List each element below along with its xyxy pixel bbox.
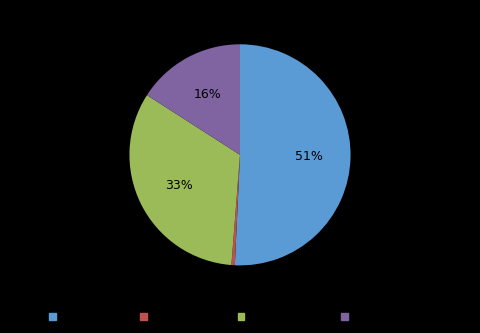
Wedge shape [130,95,240,265]
Legend: Wages & Salaries, Employee Benefits, Operating Expenses, Grants & Subsidies: Wages & Salaries, Employee Benefits, Ope… [46,309,434,325]
Text: 33%: 33% [165,179,192,192]
Wedge shape [231,155,240,265]
Wedge shape [235,44,350,265]
Text: 51%: 51% [295,150,323,163]
Wedge shape [147,44,240,155]
Text: 16%: 16% [193,88,221,101]
